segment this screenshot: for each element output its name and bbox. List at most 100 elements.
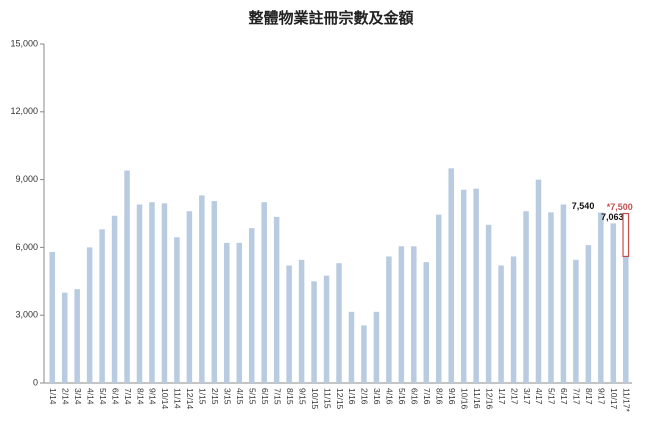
bar: [423, 262, 430, 383]
estimate-bar: [622, 212, 630, 258]
bar: [149, 202, 155, 383]
bar: [124, 170, 130, 383]
x-tick-label: 2/14: [60, 388, 70, 405]
x-tick-label: 3/15: [223, 388, 233, 405]
y-tick-label: 0: [33, 377, 38, 387]
y-tick-label: 9,000: [15, 174, 38, 184]
x-tick-label: 7/15: [272, 388, 282, 405]
x-tick-label: 9/14: [148, 388, 158, 405]
x-tick-label: 10/15: [310, 388, 320, 410]
x-tick-label: 9/16: [447, 388, 457, 405]
y-tick-label: 3,000: [15, 310, 38, 320]
bar: [61, 292, 68, 383]
bar: [573, 259, 579, 383]
bar: [49, 251, 55, 383]
bar: [86, 247, 93, 383]
x-tick-label: 5/15: [247, 388, 257, 405]
bar: [111, 215, 118, 383]
x-tick-label: 7/16: [422, 388, 432, 405]
bar: [136, 204, 143, 383]
x-tick-label: 9/15: [297, 388, 307, 405]
bar: [610, 223, 617, 383]
x-tick-label: 1/14: [48, 388, 58, 405]
y-tick-label: 12,000: [10, 106, 38, 116]
x-tick-label: 6/17: [559, 388, 569, 405]
bar: [435, 214, 442, 383]
x-tick-label: 8/14: [135, 388, 145, 405]
x-tick-label: 4/15: [235, 388, 245, 405]
x-tick-label: 10/16: [459, 388, 469, 410]
bar: [548, 212, 554, 383]
x-tick-label: 8/17: [584, 388, 594, 405]
x-tick-label: 12/16: [484, 388, 494, 410]
bar: [286, 265, 292, 383]
bar: [261, 202, 267, 383]
x-tick-label: 1/16: [347, 388, 357, 405]
bar: [560, 204, 567, 383]
bar: [460, 189, 467, 383]
y-tick-label: 6,000: [15, 242, 38, 252]
x-tick-label: 7/14: [123, 388, 133, 405]
bar: [473, 188, 479, 383]
bar: [448, 168, 454, 383]
bar: [585, 245, 592, 383]
x-tick-label: 4/17: [534, 388, 544, 405]
x-tick-label: 4/14: [85, 388, 95, 405]
x-tick-label: 12/15: [335, 388, 345, 410]
bar: [248, 228, 255, 383]
x-tick-label: 1/17: [497, 388, 507, 405]
bar: [348, 311, 355, 383]
x-tick-label: 5/17: [547, 388, 557, 405]
bar: [398, 246, 405, 383]
x-tick-label: 7/17: [572, 388, 582, 405]
x-tick-label: 10/14: [160, 388, 170, 410]
bar: [623, 256, 629, 383]
bar: [236, 242, 243, 383]
x-tick-label: 2/17: [509, 388, 519, 405]
bar: [510, 256, 517, 383]
bar: [174, 237, 180, 383]
bar: [211, 201, 218, 383]
x-tick-label: 8/16: [434, 388, 444, 405]
bar: [361, 325, 367, 383]
x-tick-label: 6/16: [410, 388, 420, 405]
x-tick-label: 9/17: [597, 388, 607, 405]
x-tick-label: 3/16: [372, 388, 382, 405]
bar: [535, 179, 542, 383]
x-tick-label: 5/16: [397, 388, 407, 405]
bar: [523, 211, 529, 383]
bar: [311, 281, 317, 383]
bar: [224, 242, 230, 383]
x-tick-label: 4/16: [385, 388, 395, 405]
bar: [485, 224, 492, 383]
x-tick-label: 8/15: [285, 388, 295, 405]
bar: [336, 263, 342, 383]
x-tick-label: 3/14: [73, 388, 83, 405]
x-tick-label: 6/15: [260, 388, 270, 405]
x-tick-label: 12/14: [185, 388, 195, 410]
x-tick-label: 11/14: [173, 388, 183, 409]
x-tick-label: 2/16: [360, 388, 370, 405]
value-label: 7,063: [601, 212, 624, 222]
bar: [199, 195, 205, 383]
estimate-label: *7,500: [607, 202, 633, 212]
x-tick-label: 11/17*: [622, 388, 632, 413]
bar: [186, 211, 193, 383]
bar: [273, 216, 280, 383]
bar: [598, 212, 604, 383]
bar: [74, 289, 80, 383]
bar: [323, 275, 330, 383]
x-tick-label: 11/16: [472, 388, 482, 409]
bar: [161, 203, 168, 383]
x-tick-label: 2/15: [210, 388, 220, 405]
bar: [498, 265, 504, 383]
y-tick-label: 15,000: [10, 38, 38, 48]
x-tick-label: 3/17: [522, 388, 532, 405]
bar: [386, 256, 392, 383]
bar: [411, 246, 417, 383]
x-tick-label: 5/14: [98, 388, 108, 405]
x-tick-label: 1/15: [198, 388, 208, 405]
x-tick-label: 11/15: [322, 388, 332, 409]
bar: [99, 229, 105, 383]
